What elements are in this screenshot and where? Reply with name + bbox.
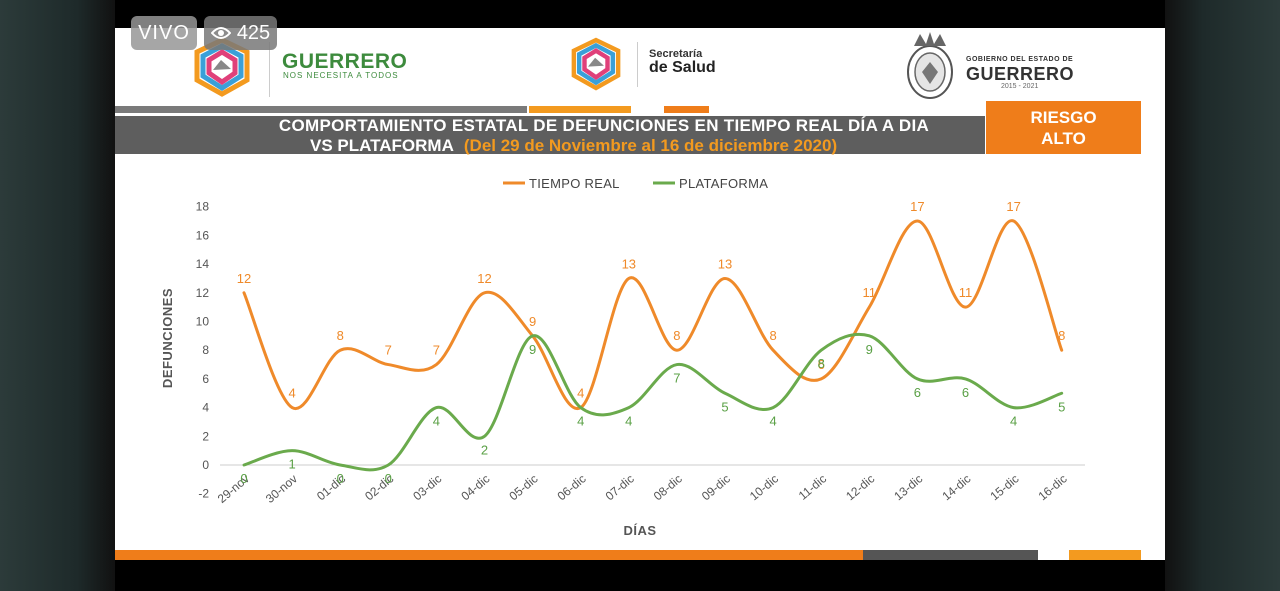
footer-bar-orange-small [1069,550,1141,560]
data-label-plataforma: 8 [818,356,825,371]
series-line-tiempo-real [242,219,1064,411]
x-tick-label: 13-dic [891,472,925,504]
guerrero-logo-slogan: NOS NECESITA A TODOS [283,71,399,80]
data-label-plataforma: 9 [529,342,536,357]
data-label-tiempo-real: 9 [529,314,536,329]
data-label-plataforma: 9 [866,342,873,357]
y-tick-label: -2 [198,487,209,501]
y-tick-label: 16 [196,228,210,242]
data-label-plataforma: 6 [962,385,969,400]
salud-logo-bottom: de Salud [649,59,716,76]
data-label-plataforma: 0 [385,471,392,486]
legend-label-tiempo-real: TIEMPO REAL [529,176,620,191]
legend-label-plataforma: PLATAFORMA [679,176,768,191]
chart-title-line1: COMPORTAMIENTO ESTATAL DE DEFUNCIONES EN… [278,116,930,135]
x-tick-label: 03-dic [410,472,444,504]
data-label-plataforma: 4 [1010,414,1017,429]
x-tick-label: 14-dic [939,472,973,504]
viewer-count-badge: 425 [204,16,277,50]
x-tick-label: 12-dic [843,472,877,504]
y-tick-label: 12 [196,286,210,300]
data-label-tiempo-real: 8 [1058,328,1065,343]
data-label-plataforma: 4 [433,414,440,429]
x-tick-label: 08-dic [651,472,685,504]
title-accent-bar-orange [529,106,631,113]
x-tick-label: 10-dic [747,472,781,504]
x-axis-title: DÍAS [623,523,656,538]
y-axis-title: DEFUNCIONES [160,288,175,388]
data-label-plataforma: 5 [721,399,728,414]
x-tick-label: 11-dic [796,472,829,503]
data-label-tiempo-real: 4 [288,386,295,401]
chart-date-range: (Del 29 de Noviembre al 16 de diciembre … [463,136,838,155]
series-line-plataforma [242,332,1064,472]
data-label-tiempo-real: 8 [673,328,680,343]
risk-badge-line2: ALTO [1041,128,1086,148]
y-tick-label: 2 [202,429,209,443]
live-badge: VIVO [131,16,197,50]
title-banner [115,116,985,154]
data-label-tiempo-real: 11 [863,285,877,300]
data-label-tiempo-real: 17 [1006,199,1020,214]
risk-badge: RIESGO ALTO [986,101,1141,154]
y-tick-label: 4 [202,401,209,415]
guerrero-logo-word: GUERRERO [282,50,408,73]
risk-badge-line1: RIESGO [1030,107,1097,127]
data-label-plataforma: 4 [625,414,632,429]
data-label-plataforma: 0 [337,471,344,486]
y-tick-label: 0 [202,458,209,472]
data-label-tiempo-real: 8 [337,328,344,343]
salud-logo-icon [571,37,621,91]
state-seal-icon [907,32,953,99]
title-accent-bar-orange-small [664,106,709,113]
footer-bar-gray [863,550,1038,560]
y-tick-label: 8 [202,343,209,357]
data-label-tiempo-real: 13 [622,256,636,271]
x-tick-label: 16-dic [1036,472,1070,504]
title-accent-bar-gray [115,106,527,113]
footer-bar-orange [115,550,863,560]
data-label-tiempo-real: 7 [433,343,440,358]
x-tick-label: 04-dic [458,472,492,504]
data-label-plataforma: 4 [769,414,776,429]
y-tick-label: 6 [202,372,209,386]
eye-icon [210,27,231,39]
viewer-count: 425 [236,21,271,44]
data-label-plataforma: 4 [577,414,584,429]
x-tick-label: 09-dic [699,472,733,504]
data-label-tiempo-real: 4 [577,386,584,401]
data-label-plataforma: 2 [481,442,488,457]
x-tick-label: 15-dic [987,472,1021,504]
chart-title-line2: VS PLATAFORMA (Del 29 de Noviembre al 16 … [310,136,837,156]
data-label-plataforma: 6 [914,385,921,400]
y-tick-label: 10 [196,315,210,329]
guerrero-logo-icon [194,37,250,97]
data-label-tiempo-real: 12 [237,271,251,286]
data-label-tiempo-real: 17 [910,199,924,214]
data-label-tiempo-real: 13 [718,256,732,271]
salud-logo-top: Secretaría [649,48,703,60]
data-label-plataforma: 1 [288,457,295,472]
x-tick-label: 06-dic [555,472,589,504]
gobierno-logo-word: GUERRERO [966,64,1075,84]
x-tick-label: 30-nov [263,472,300,506]
presentation-slide: GUERRERO NOS NECESITA A TODOS Secretaría… [115,28,1165,560]
x-tick-label: 05-dic [506,472,540,504]
data-label-tiempo-real: 6 [818,357,825,372]
data-label-tiempo-real: 12 [477,271,491,286]
data-label-tiempo-real: 11 [959,285,973,300]
y-tick-label: 14 [196,257,210,271]
data-label-tiempo-real: 8 [769,328,776,343]
x-tick-label: 07-dic [603,472,637,504]
y-tick-label: 18 [196,200,210,214]
data-label-tiempo-real: 7 [385,343,392,358]
data-label-plataforma: 7 [673,371,680,386]
gobierno-logo-top: GOBIERNO DEL ESTADO DE [966,56,1074,63]
data-label-plataforma: 5 [1058,399,1065,414]
data-label-plataforma: 0 [240,471,247,486]
chart-title-vs: VS PLATAFORMA [310,136,454,155]
gobierno-logo-years: 2015 - 2021 [1001,83,1039,90]
